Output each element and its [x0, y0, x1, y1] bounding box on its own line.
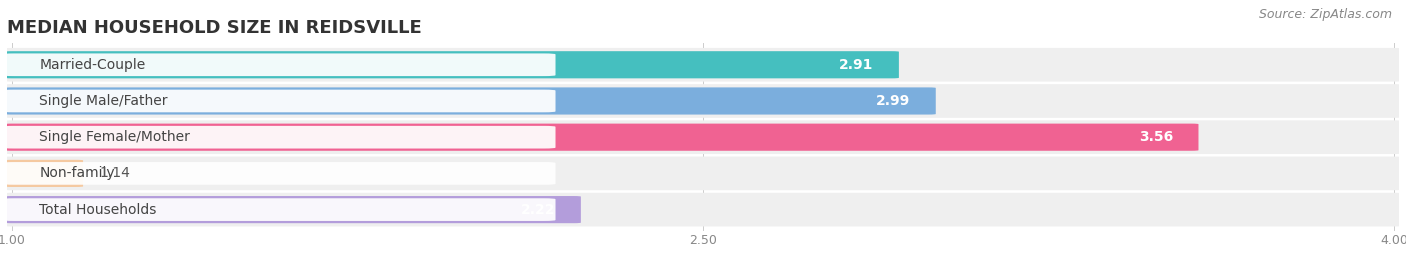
Text: 3.56: 3.56 [1139, 130, 1173, 144]
Text: MEDIAN HOUSEHOLD SIZE IN REIDSVILLE: MEDIAN HOUSEHOLD SIZE IN REIDSVILLE [7, 19, 422, 37]
Text: Single Male/Father: Single Male/Father [39, 94, 167, 108]
Text: Total Households: Total Households [39, 203, 156, 217]
FancyBboxPatch shape [4, 157, 1402, 190]
FancyBboxPatch shape [4, 196, 581, 223]
FancyBboxPatch shape [4, 48, 1402, 82]
FancyBboxPatch shape [4, 120, 1402, 154]
FancyBboxPatch shape [3, 54, 555, 76]
FancyBboxPatch shape [4, 193, 1402, 226]
Text: 1.14: 1.14 [100, 167, 131, 180]
FancyBboxPatch shape [4, 87, 936, 115]
FancyBboxPatch shape [4, 160, 83, 187]
Text: 2.99: 2.99 [876, 94, 911, 108]
FancyBboxPatch shape [4, 124, 1198, 151]
FancyBboxPatch shape [3, 126, 555, 148]
FancyBboxPatch shape [4, 84, 1402, 118]
Text: Single Female/Mother: Single Female/Mother [39, 130, 190, 144]
FancyBboxPatch shape [3, 90, 555, 112]
FancyBboxPatch shape [3, 198, 555, 221]
Text: 2.22: 2.22 [522, 203, 555, 217]
Text: Source: ZipAtlas.com: Source: ZipAtlas.com [1258, 8, 1392, 21]
FancyBboxPatch shape [4, 51, 898, 78]
Text: 2.91: 2.91 [839, 58, 873, 72]
FancyBboxPatch shape [3, 162, 555, 185]
Text: Non-family: Non-family [39, 167, 115, 180]
Text: Married-Couple: Married-Couple [39, 58, 146, 72]
